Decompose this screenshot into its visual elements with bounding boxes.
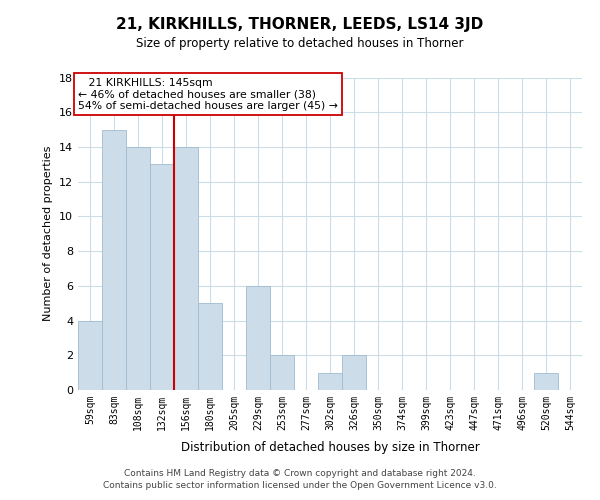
Bar [270,356,294,390]
Text: Contains public sector information licensed under the Open Government Licence v3: Contains public sector information licen… [103,481,497,490]
Bar [534,372,558,390]
Bar [342,356,366,390]
Bar [246,286,270,390]
Bar [78,320,102,390]
Text: Size of property relative to detached houses in Thorner: Size of property relative to detached ho… [136,38,464,51]
Bar [198,303,222,390]
Bar [318,372,342,390]
Y-axis label: Number of detached properties: Number of detached properties [43,146,53,322]
Text: Contains HM Land Registry data © Crown copyright and database right 2024.: Contains HM Land Registry data © Crown c… [124,468,476,477]
Bar [102,130,126,390]
Bar [126,147,150,390]
Bar [150,164,174,390]
Text: 21 KIRKHILLS: 145sqm
← 46% of detached houses are smaller (38)
54% of semi-detac: 21 KIRKHILLS: 145sqm ← 46% of detached h… [78,78,338,110]
Bar [174,147,198,390]
Text: 21, KIRKHILLS, THORNER, LEEDS, LS14 3JD: 21, KIRKHILLS, THORNER, LEEDS, LS14 3JD [116,18,484,32]
X-axis label: Distribution of detached houses by size in Thorner: Distribution of detached houses by size … [181,441,479,454]
